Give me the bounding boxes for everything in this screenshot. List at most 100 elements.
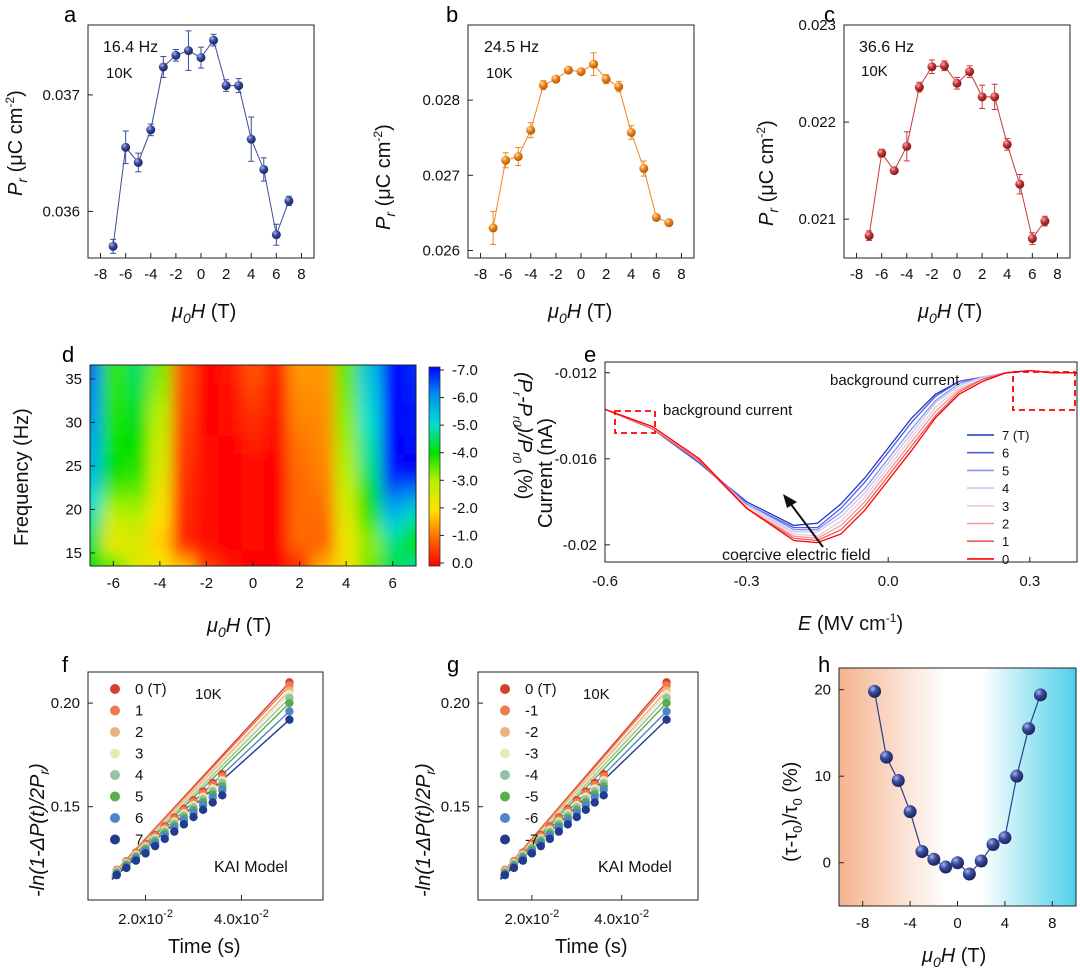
- heatmap-cell: [381, 451, 405, 472]
- panel-b-frequency-label: 24.5 Hz: [484, 39, 539, 56]
- series-line: [492, 63, 670, 229]
- data-point: [246, 134, 256, 144]
- panel-f-letter: f: [62, 652, 69, 677]
- heatmap-cell: [101, 504, 126, 519]
- data-point: [112, 870, 121, 880]
- heatmap-cell: [124, 481, 149, 495]
- heatmap-cell: [241, 543, 266, 551]
- data-point: [572, 812, 581, 822]
- heatmap-cell: [404, 365, 416, 366]
- heatmap-cell: [171, 528, 196, 542]
- panel-a-frequency-label: 16.4 Hz: [103, 39, 158, 56]
- heatmap-cell: [148, 365, 172, 366]
- heatmap-cell: [171, 552, 196, 559]
- heatmap-cell: [194, 548, 219, 555]
- panel-g: g 2.0x10-2 4.0x10-2 0.15 0.20 0 (T) -1 -2 -3 -4…: [413, 652, 699, 958]
- heatmap-cell: [218, 492, 242, 507]
- legend-marker: [500, 748, 510, 759]
- heatmap-cell: [101, 556, 126, 563]
- x-tick-label: -2: [200, 575, 213, 592]
- panel-c: c 36.6 Hz 10K -8 -6 -4 -2 0 2 4 6 8 0.021 0.022 0.0…: [754, 2, 1071, 326]
- x-tick-label: -4: [900, 266, 913, 283]
- x-tick-label: 2: [222, 266, 230, 283]
- data-point: [1033, 688, 1047, 702]
- heatmap-cell: [264, 548, 289, 555]
- panel-e-arrow-head: [783, 494, 797, 508]
- heatmap-cell: [90, 481, 103, 495]
- heatmap-cell: [334, 528, 359, 542]
- data-point: [218, 791, 227, 800]
- legend-marker: [500, 834, 510, 845]
- heatmap-cell: [381, 504, 405, 519]
- heatmap-cell: [124, 504, 149, 519]
- heatmap-cell: [264, 504, 289, 519]
- data-point: [998, 831, 1012, 845]
- heatmap-cell: [287, 469, 312, 484]
- heatmap-cell: [194, 504, 219, 519]
- legend-label: -5: [525, 789, 538, 806]
- heatmap-cell: [311, 492, 335, 507]
- panel-b-letter: b: [446, 2, 458, 27]
- heatmap-cell: [287, 548, 312, 555]
- data-point: [221, 81, 231, 91]
- heatmap-cell: [148, 543, 172, 551]
- heatmap-cell: [357, 434, 382, 454]
- heatmap-cell: [287, 552, 312, 559]
- heatmap-cell: [101, 548, 126, 555]
- panel-d-colorbar-label: (Pr-Pr0)/Pr0 (%): [510, 372, 535, 500]
- data-point: [146, 125, 156, 135]
- heatmap-cell: [241, 528, 266, 542]
- y-tick-label: -0.016: [554, 451, 597, 468]
- y-tick-label: 0.20: [51, 695, 80, 712]
- panel-f-temperature-label: 10K: [195, 686, 222, 703]
- panel-c-ylabel: Pr (μC cm-2): [754, 120, 781, 226]
- heatmap-cell: [381, 365, 405, 366]
- heatmap-cell: [241, 416, 266, 437]
- panel-b-ylabel: Pr (μC cm-2): [371, 124, 398, 230]
- panel-h-ylabel: (τ-τ0)/τ0 (%): [780, 762, 805, 862]
- heatmap-cell: [90, 399, 103, 419]
- data-point: [914, 82, 924, 92]
- heatmap-cell: [148, 516, 172, 531]
- data-point: [554, 827, 564, 836]
- y-tick-label: 0.028: [422, 92, 460, 109]
- heatmap-cell: [381, 481, 405, 495]
- colorbar-tick-label: -4.0: [452, 445, 478, 462]
- x-tick-label: 8: [1053, 266, 1061, 283]
- legend-label: 0: [1002, 552, 1009, 567]
- heatmap-cell: [357, 543, 382, 551]
- heatmap-cell: [264, 516, 289, 531]
- data-point: [877, 148, 887, 158]
- colorbar-tick-label: -7.0: [452, 362, 478, 379]
- data-point: [509, 863, 519, 873]
- panel-h-letter: h: [818, 652, 830, 677]
- heatmap-cell: [264, 492, 289, 507]
- panel-a-ticks: -8 -6 -4 -2 0 2 4 6 8 0.036 0.037: [42, 87, 305, 283]
- heatmap-cell: [357, 381, 382, 402]
- heatmap-cell: [357, 516, 382, 531]
- data-point: [196, 53, 206, 63]
- heatmap-cell: [171, 481, 196, 495]
- x-tick-label: 0: [249, 575, 257, 592]
- x-tick-label: 2: [295, 575, 303, 592]
- panel-f-model-label: KAI Model: [214, 859, 288, 876]
- data-point: [285, 707, 294, 716]
- y-tick-label: 0.027: [422, 167, 460, 184]
- x-tick-label: 4: [1001, 915, 1009, 932]
- heatmap-cell: [218, 565, 242, 566]
- heatmap-cell: [194, 481, 219, 495]
- heatmap-cell: [218, 560, 242, 566]
- heatmap-cell: [194, 399, 219, 419]
- data-point: [234, 81, 244, 91]
- panel-h-xlabel: μ0H (T): [921, 945, 986, 970]
- data-point: [990, 92, 1000, 102]
- legend-label: -2: [525, 724, 538, 741]
- heatmap-cell: [287, 492, 312, 507]
- heatmap-cell: [241, 381, 266, 402]
- heatmap-cell: [171, 365, 196, 366]
- panel-d-ylabel: Frequency (Hz): [11, 408, 33, 546]
- y-tick-label: 0.026: [422, 242, 460, 259]
- data-point: [651, 212, 661, 222]
- panel-f-points: [112, 678, 294, 880]
- colorbar-tick-label: -5.0: [452, 417, 478, 434]
